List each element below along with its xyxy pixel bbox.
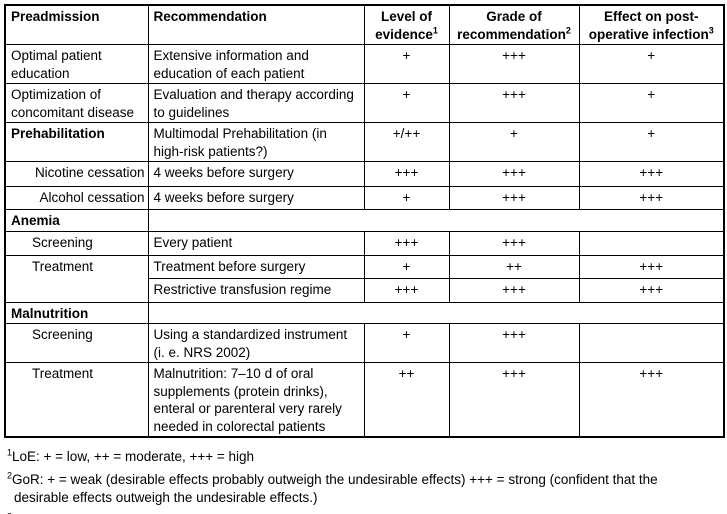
header-superscript: 2 [565,25,571,35]
recommendation-cell: Every patient [147,230,365,256]
row-label-cell: Optimal patient education [4,44,149,84]
header-superscript: 3 [708,25,714,35]
table-row: Optimal patient education Extensive info… [4,44,725,84]
effect-cell: +++ [578,362,725,438]
gor-cell: +++ [448,161,580,187]
section-label-cell: Anemia [4,209,149,232]
header-label: Recommendation [153,9,267,24]
effect-cell: +++ [578,277,725,303]
loe-cell: +/++ [363,122,450,162]
row-label-cell: Optimization of concomitant disease [4,83,149,123]
gor-cell: +++ [448,362,580,438]
recommendation-cell: Treatment before surgery [147,254,365,279]
table-row: Nicotine cessation 4 weeks before surger… [4,161,725,187]
recommendation-cell: Extensive information and education of e… [147,44,365,84]
header-label: Preadmission [11,9,100,24]
loe-cell: + [363,83,450,123]
footnote-gor: 2GoR: + = weak (desirable effects probab… [7,471,723,507]
footnote-text: LoE: + = low, ++ = moderate, +++ = high [12,449,255,464]
loe-cell: + [363,186,450,210]
gor-cell: +++ [448,83,580,123]
effect-cell: +++ [578,254,725,279]
gor-cell: +++ [448,186,580,210]
footnote-superscript: 3 [7,512,12,514]
loe-cell: + [363,254,450,279]
row-label-cell: Alcohol cessation [4,186,149,210]
section-row: Anemia [4,209,725,232]
effect-cell [578,323,725,363]
footnote-superscript: 1 [7,447,13,458]
table-row: Restrictive transfusion regime +++ +++ +… [5,277,725,303]
header-level-of-evidence: Level of evidence1 [363,4,450,45]
loe-cell: +++ [363,161,450,187]
gor-cell: +++ [448,277,580,303]
preadmission-recommendations-table: Preadmission Recommendation Level of evi… [4,4,725,438]
effect-cell: + [578,83,725,123]
table-row: Prehabilitation Multimodal Prehabilitati… [4,122,725,162]
footnote-loe: 1LoE: + = low, ++ = moderate, +++ = high [7,448,723,466]
table-row: Treatment Malnutrition: 7–10 d of oral s… [4,362,725,438]
table-row: Screening Using a standardized instrumen… [4,323,725,363]
effect-cell: +++ [578,161,725,187]
header-preadmission: Preadmission [4,4,149,45]
effect-cell: + [578,44,725,84]
recommendation-cell: 4 weeks before surgery [147,161,365,187]
loe-cell: ++ [363,362,450,438]
header-label: Level of evidence [375,9,433,42]
table-row: Screening Every patient +++ +++ [4,230,725,256]
loe-cell: +++ [363,277,450,303]
header-effect-on-infection: Effect on post-operative infection3 [578,4,725,45]
footnote-line: 1LoE: + = low, ++ = moderate, +++ = high [7,448,723,466]
footnote-line: 2GoR: + = weak (desirable effects probab… [7,471,723,489]
footnote-text: GoR: + = weak (desirable effects probabl… [12,472,658,487]
gor-cell: +++ [448,230,580,256]
gor-cell: +++ [448,44,580,84]
section-label-cell: Malnutrition [4,301,149,324]
section-row: Malnutrition [4,301,725,324]
recommendation-cell: Restrictive transfusion regime [147,277,365,303]
header-row: Preadmission Recommendation Level of evi… [4,4,725,45]
effect-cell: + [578,122,725,162]
table-footnotes: 1LoE: + = low, ++ = moderate, +++ = high… [4,448,723,514]
header-label: Grade of recommendation [457,9,566,42]
row-label-cell: Prehabilitation [4,122,149,162]
loe-cell: +++ [363,230,450,256]
recommendation-cell: Evaluation and therapy according to guid… [147,83,365,123]
row-label-cell: Treatment [4,254,149,303]
row-label-cell: Treatment [4,362,149,438]
recommendation-cell: Using a standardized instrument (i. e. N… [147,323,365,363]
header-label: Effect on post-operative infection [588,9,709,42]
row-label-cell: Screening [4,323,149,363]
gor-cell: +++ [448,323,580,363]
row-label-cell: Screening [4,230,149,256]
loe-cell: + [363,323,450,363]
recommendation-cell: 4 weeks before surgery [147,186,365,210]
header-grade-of-recommendation: Grade of recommendation2 [448,4,580,45]
section-spacer-cell [147,209,725,232]
table-row: Treatment Treatment before surgery + ++ … [4,254,725,303]
loe-cell: + [363,44,450,84]
recommendation-cell: Malnutrition: 7–10 d of oral supplements… [147,362,365,438]
section-spacer-cell [147,301,725,324]
table-row: Optimization of concomitant disease Eval… [4,83,725,123]
table-row: Alcohol cessation 4 weeks before surgery… [4,186,725,210]
effect-cell: +++ [578,186,725,210]
gor-cell: + [448,122,580,162]
footnote-line: desirable effects outweigh the undesirab… [14,490,318,505]
effect-cell [578,230,725,256]
footnote-superscript: 2 [7,470,13,481]
gor-cell: ++ [448,254,580,279]
row-label-cell: Nicotine cessation [4,161,149,187]
recommendation-cell: Multimodal Prehabilitation (in high-risk… [147,122,365,162]
header-superscript: 1 [432,25,438,35]
header-recommendation: Recommendation [147,4,365,45]
